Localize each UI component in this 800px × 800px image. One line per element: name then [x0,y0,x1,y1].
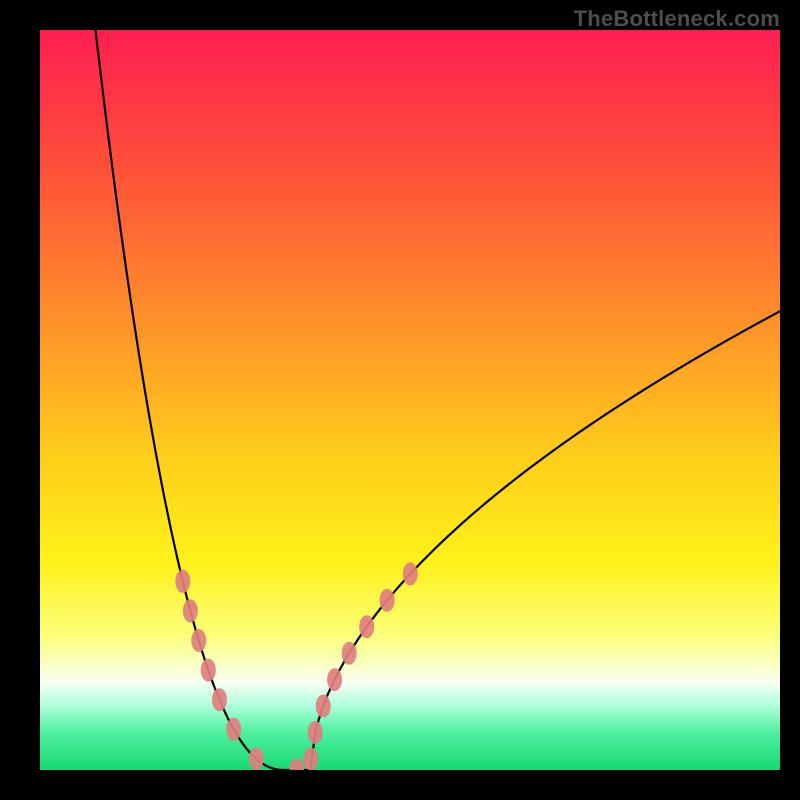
data-marker [183,600,197,622]
data-marker [403,563,417,585]
data-marker [249,748,263,770]
data-marker [380,589,394,611]
data-marker [360,616,374,638]
data-marker [201,659,215,681]
chart-svg [40,30,780,770]
plot-area [40,30,780,770]
data-marker [192,630,206,652]
data-marker [316,695,330,717]
data-marker [212,689,226,711]
data-marker [227,718,241,740]
watermark-text: TheBottleneck.com [574,6,780,32]
data-marker [328,669,342,691]
data-marker [176,570,190,592]
chart-container: TheBottleneck.com [0,0,800,800]
data-marker [304,748,318,770]
gradient-background [40,30,780,770]
data-marker [308,721,322,743]
data-marker [342,642,356,664]
